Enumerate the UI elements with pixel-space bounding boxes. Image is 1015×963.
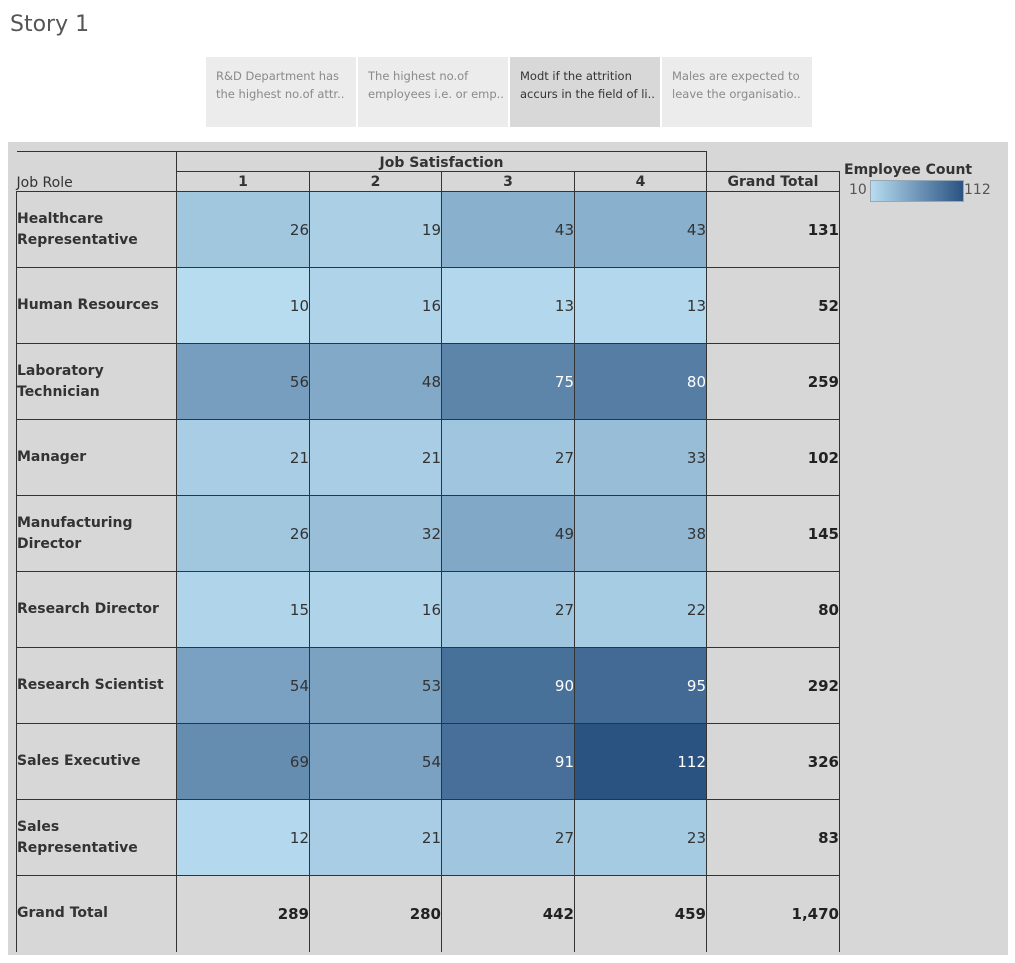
heat-cell[interactable]: 27 xyxy=(441,799,575,876)
column-grand-total: 289 xyxy=(176,875,310,952)
heat-cell[interactable]: 27 xyxy=(441,419,575,496)
heat-cell[interactable]: 90 xyxy=(441,647,575,724)
heat-cell[interactable]: 26 xyxy=(176,191,310,268)
story-point-2-line-2: employees i.e. or emp.. xyxy=(368,87,504,101)
row-grand-total: 131 xyxy=(706,191,840,268)
story-point-1[interactable]: R&D Department has the highest no.of att… xyxy=(206,57,356,127)
column-label-1: 1 xyxy=(176,171,310,192)
heat-cell[interactable]: 22 xyxy=(574,571,707,648)
heat-cell[interactable]: 53 xyxy=(309,647,442,724)
heat-cell[interactable]: 48 xyxy=(309,343,442,420)
story-point-4[interactable]: Males are expected to leave the organisa… xyxy=(662,57,812,127)
story-point-3[interactable]: Modt if the attrition accurs in the fiel… xyxy=(510,57,660,127)
row-grand-total: 259 xyxy=(706,343,840,420)
story-point-2-line-1: The highest no.of xyxy=(368,69,469,83)
heat-cell[interactable]: 33 xyxy=(574,419,707,496)
color-legend: Employee Count 10 112 xyxy=(844,162,991,202)
heat-cell[interactable]: 43 xyxy=(441,191,575,268)
heat-cell[interactable]: 13 xyxy=(441,267,575,344)
column-label-4: 4 xyxy=(574,171,707,192)
column-grand-total: 459 xyxy=(574,875,707,952)
story-point-4-line-2: leave the organisatio.. xyxy=(672,87,801,101)
table-row: Manufacturing Director 26 32 49 38 145 xyxy=(16,495,840,572)
overall-grand-total: 1,470 xyxy=(706,875,840,952)
heat-cell[interactable]: 54 xyxy=(309,723,442,800)
story-point-1-line-2: the highest no.of attr.. xyxy=(216,87,345,101)
story-point-4-line-1: Males are expected to xyxy=(672,69,800,83)
grand-total-row: Grand Total 289 280 442 459 1,470 xyxy=(16,875,840,952)
row-grand-total: 83 xyxy=(706,799,840,876)
column-grand-total: 442 xyxy=(441,875,575,952)
heat-cell[interactable]: 10 xyxy=(176,267,310,344)
column-header-job-satisfaction: Job Satisfaction xyxy=(176,151,707,172)
grand-total-row-label: Grand Total xyxy=(16,875,177,952)
heat-cell[interactable]: 21 xyxy=(176,419,310,496)
row-grand-total: 326 xyxy=(706,723,840,800)
row-grand-total: 80 xyxy=(706,571,840,648)
heat-cell[interactable]: 23 xyxy=(574,799,707,876)
row-header-job-role: Job Role xyxy=(16,151,177,192)
legend-title: Employee Count xyxy=(844,162,973,178)
row-grand-total: 102 xyxy=(706,419,840,496)
row-label: Manufacturing Director xyxy=(16,495,177,572)
heat-cell[interactable]: 112 xyxy=(574,723,707,800)
row-grand-total: 52 xyxy=(706,267,840,344)
column-label-grand-total: Grand Total xyxy=(706,171,840,192)
row-label: Research Director xyxy=(16,571,177,648)
heat-cell[interactable]: 56 xyxy=(176,343,310,420)
row-grand-total: 292 xyxy=(706,647,840,724)
table-row: Research Director 15 16 27 22 80 xyxy=(16,571,840,648)
story-point-1-line-1: R&D Department has xyxy=(216,69,340,83)
table-row: Human Resources 10 16 13 13 52 xyxy=(16,267,840,344)
heat-cell[interactable]: 16 xyxy=(309,571,442,648)
table-row: Research Scientist 54 53 90 95 292 xyxy=(16,647,840,724)
heat-cell[interactable]: 38 xyxy=(574,495,707,572)
story-title: Story 1 xyxy=(10,12,90,37)
heat-cell[interactable]: 27 xyxy=(441,571,575,648)
heat-cell[interactable]: 12 xyxy=(176,799,310,876)
column-grand-total: 280 xyxy=(309,875,442,952)
row-label: Sales Executive xyxy=(16,723,177,800)
row-label: Manager xyxy=(16,419,177,496)
column-label-2: 2 xyxy=(309,171,442,192)
column-label-3: 3 xyxy=(441,171,575,192)
table-row: Sales Executive 69 54 91 112 326 xyxy=(16,723,840,800)
legend-min-value: 10 xyxy=(849,182,867,198)
row-label: Sales Representative xyxy=(16,799,177,876)
heat-cell[interactable]: 13 xyxy=(574,267,707,344)
heat-cell[interactable]: 21 xyxy=(309,419,442,496)
heat-cell[interactable]: 80 xyxy=(574,343,707,420)
heat-cell[interactable]: 95 xyxy=(574,647,707,724)
table-row: Healthcare Representative 26 19 43 43 131 xyxy=(16,191,840,268)
heat-cell[interactable]: 75 xyxy=(441,343,575,420)
row-label: Laboratory Technician xyxy=(16,343,177,420)
heat-cell[interactable]: 15 xyxy=(176,571,310,648)
row-label: Human Resources xyxy=(16,267,177,344)
highlight-table: Job Role Job Satisfaction 1 2 3 4 Grand … xyxy=(16,151,840,952)
heat-cell[interactable]: 49 xyxy=(441,495,575,572)
story-point-3-line-2: accurs in the field of li.. xyxy=(520,87,655,101)
heat-cell[interactable]: 54 xyxy=(176,647,310,724)
legend-color-ramp xyxy=(870,180,964,202)
story-point-2[interactable]: The highest no.of employees i.e. or emp.… xyxy=(358,57,508,127)
heat-cell[interactable]: 32 xyxy=(309,495,442,572)
heat-cell[interactable]: 43 xyxy=(574,191,707,268)
heat-cell[interactable]: 69 xyxy=(176,723,310,800)
row-label: Healthcare Representative xyxy=(16,191,177,268)
table-row: Manager 21 21 27 33 102 xyxy=(16,419,840,496)
legend-max-value: 112 xyxy=(964,182,991,198)
story-point-3-line-1: Modt if the attrition xyxy=(520,69,632,83)
heat-cell[interactable]: 26 xyxy=(176,495,310,572)
table-row: Laboratory Technician 56 48 75 80 259 xyxy=(16,343,840,420)
table-row: Sales Representative 12 21 27 23 83 xyxy=(16,799,840,876)
heat-cell[interactable]: 21 xyxy=(309,799,442,876)
heat-cell[interactable]: 19 xyxy=(309,191,442,268)
row-grand-total: 145 xyxy=(706,495,840,572)
row-label: Research Scientist xyxy=(16,647,177,724)
heat-cell[interactable]: 16 xyxy=(309,267,442,344)
dashboard-canvas: Job Role Job Satisfaction 1 2 3 4 Grand … xyxy=(8,142,1008,955)
heat-cell[interactable]: 91 xyxy=(441,723,575,800)
